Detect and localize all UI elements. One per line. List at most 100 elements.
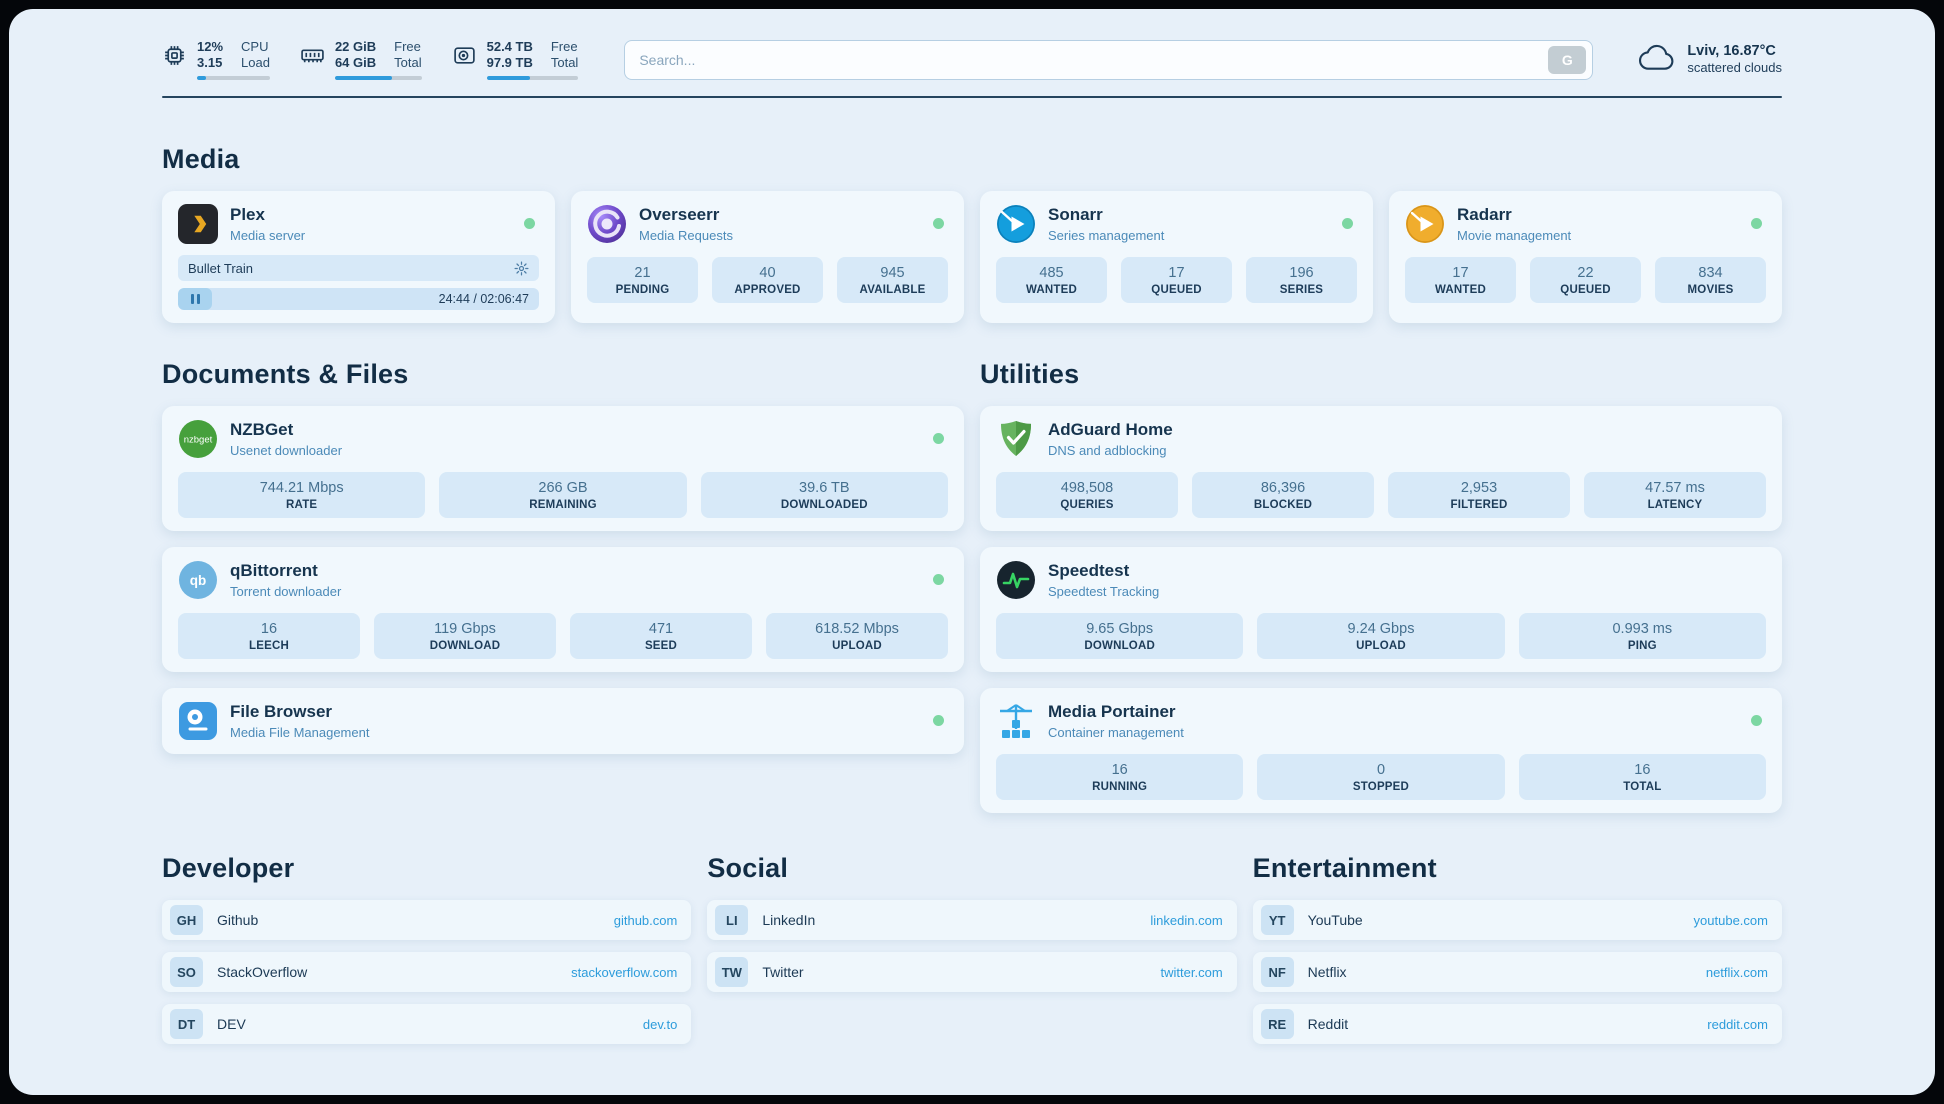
bookmark-netflix[interactable]: NF Netflix netflix.com bbox=[1252, 952, 1782, 992]
stat-queued: 22 QUEUED bbox=[1530, 257, 1641, 303]
speedtest-card[interactable]: Speedtest Speedtest Tracking 9.65 Gbps D… bbox=[980, 547, 1782, 672]
stat-label: RUNNING bbox=[1092, 781, 1148, 793]
cpu-stat-body: 12% CPU 3.15 Load bbox=[197, 39, 270, 80]
cpu-progress-bar bbox=[197, 76, 270, 80]
stats-row: 9.65 Gbps DOWNLOAD 9.24 Gbps UPLOAD 0.99… bbox=[996, 613, 1766, 659]
cpu-stat: 12% CPU 3.15 Load bbox=[162, 39, 270, 80]
gear-icon[interactable] bbox=[514, 261, 529, 276]
bookmark-abbr: LI bbox=[715, 905, 749, 935]
now-playing-row: Bullet Train bbox=[178, 255, 539, 281]
filebrowser-card-header: File Browser Media File Management bbox=[178, 701, 948, 741]
app-name: Overseerr bbox=[639, 205, 720, 224]
overseerr-text: Overseerr Media Requests bbox=[639, 205, 733, 243]
playback-progress-bar[interactable]: 24:44 / 02:06:47 bbox=[178, 288, 539, 310]
stat-download: 9.65 Gbps DOWNLOAD bbox=[996, 613, 1244, 659]
app-name: Plex bbox=[230, 205, 265, 224]
stat-label: DOWNLOAD bbox=[1084, 640, 1155, 652]
nzbget-card[interactable]: nzbget NZBGet Usenet downloader 744.21 M… bbox=[162, 406, 964, 531]
stat-upload: 618.52 Mbps UPLOAD bbox=[766, 613, 948, 659]
stat-label: UPLOAD bbox=[832, 640, 882, 652]
bookmark-url: linkedin.com bbox=[1150, 912, 1223, 928]
nzbget-text: NZBGet Usenet downloader bbox=[230, 420, 342, 458]
qbittorrent-text: qBittorrent Torrent downloader bbox=[230, 561, 341, 599]
bookmark-youtube[interactable]: YT YouTube youtube.com bbox=[1252, 900, 1782, 940]
bookmark-name: Github bbox=[217, 912, 259, 928]
bookmark-url: dev.to bbox=[642, 1016, 678, 1032]
bookmark-name: LinkedIn bbox=[762, 912, 816, 928]
documents-column: Documents & Files nzbget NZBGet Usenet d… bbox=[162, 359, 964, 754]
stat-value: 266 GB bbox=[538, 480, 588, 496]
stat-rate: 744.21 Mbps RATE bbox=[178, 472, 426, 518]
bookmark-name: YouTube bbox=[1307, 912, 1363, 928]
qbittorrent-card[interactable]: qb qBittorrent Torrent downloader 16 LEE… bbox=[162, 547, 964, 672]
search-bar[interactable]: G bbox=[624, 39, 1594, 80]
bookmark-dev[interactable]: DT DEV dev.to bbox=[162, 1004, 692, 1044]
status-online-dot bbox=[1342, 218, 1353, 229]
playback-progress-fill[interactable] bbox=[178, 288, 212, 310]
plex-text: Plex Media server bbox=[230, 205, 305, 243]
bookmark-github[interactable]: GH Github github.com bbox=[162, 900, 692, 940]
stat-latency: 47.57 ms LATENCY bbox=[1584, 472, 1766, 518]
disk-free-label: Free bbox=[550, 39, 578, 54]
bookmark-abbr: TW bbox=[715, 957, 749, 987]
stat-value: 119 Gbps bbox=[434, 621, 496, 637]
app-name: Radarr bbox=[1457, 205, 1512, 224]
filebrowser-card[interactable]: File Browser Media File Management bbox=[162, 688, 964, 754]
qbittorrent-card-header: qb qBittorrent Torrent downloader bbox=[178, 560, 948, 600]
stat-value: 485 bbox=[1039, 265, 1064, 281]
content-container: 12% CPU 3.15 Load 22 GiB bbox=[162, 9, 1782, 1080]
bookmark-url: reddit.com bbox=[1707, 1016, 1768, 1032]
bookmarks-developer: Developer GH Github github.com SO StackO… bbox=[162, 853, 692, 1056]
stat-value: 9.24 Gbps bbox=[1347, 621, 1415, 637]
disk-free-value: 52.4 TB bbox=[486, 39, 533, 54]
stat-label: SEED bbox=[644, 640, 678, 652]
cpu-usage-value: 12% bbox=[197, 39, 224, 54]
bookmark-reddit[interactable]: RE Reddit reddit.com bbox=[1252, 1004, 1782, 1044]
adguard-card[interactable]: AdGuard Home DNS and adblocking 498,508 … bbox=[980, 406, 1782, 531]
section-title-media: Media bbox=[162, 144, 240, 174]
stat-leech: 16 LEECH bbox=[178, 613, 360, 659]
middle-grid: Documents & Files nzbget NZBGet Usenet d… bbox=[162, 359, 1782, 813]
ram-stat-body: 22 GiB Free 64 GiB Total bbox=[334, 39, 422, 80]
bookmark-stackoverflow[interactable]: SO StackOverflow stackoverflow.com bbox=[162, 952, 692, 992]
stats-row: 16 LEECH 119 Gbps DOWNLOAD 471 SEED 61 bbox=[178, 613, 948, 659]
bookmark-linkedin[interactable]: LI LinkedIn linkedin.com bbox=[707, 900, 1237, 940]
ram-stat: 22 GiB Free 64 GiB Total bbox=[300, 39, 422, 80]
section-title-social: Social bbox=[707, 853, 789, 883]
stats-row: 498,508 QUERIES 86,396 BLOCKED 2,953 FIL… bbox=[996, 472, 1766, 518]
stat-value: 196 bbox=[1289, 265, 1314, 281]
app-subtitle: Torrent downloader bbox=[230, 584, 342, 599]
disk-stat: 52.4 TB Free 97.9 TB Total bbox=[452, 39, 579, 80]
playback-time: 24:44 / 02:06:47 bbox=[438, 292, 529, 306]
ram-total-value: 64 GiB bbox=[334, 55, 377, 70]
bookmark-abbr: DT bbox=[170, 1009, 203, 1039]
filebrowser-icon bbox=[178, 701, 218, 741]
stat-wanted: 485 WANTED bbox=[996, 257, 1107, 303]
portainer-card[interactable]: Media Portainer Container management 16 … bbox=[980, 688, 1782, 813]
weather-location: Lviv, 16.87°C bbox=[1687, 43, 1776, 60]
app-subtitle: Container management bbox=[1048, 725, 1184, 740]
disk-stat-body: 52.4 TB Free 97.9 TB Total bbox=[486, 39, 579, 80]
stat-value: 16 bbox=[1111, 762, 1128, 778]
stat-value: 47.57 ms bbox=[1645, 480, 1705, 496]
bookmark-name: DEV bbox=[217, 1016, 246, 1032]
radarr-card[interactable]: Radarr Movie management 17 WANTED 22 QUE… bbox=[1389, 191, 1782, 323]
app-name: Media Portainer bbox=[1048, 702, 1176, 721]
sonarr-card[interactable]: Sonarr Series management 485 WANTED 17 Q… bbox=[980, 191, 1373, 323]
disk-icon bbox=[452, 39, 477, 68]
nzbget-card-header: nzbget NZBGet Usenet downloader bbox=[178, 419, 948, 459]
adguard-card-header: AdGuard Home DNS and adblocking bbox=[996, 419, 1766, 459]
overseerr-card[interactable]: Overseerr Media Requests 21 PENDING 40 A… bbox=[571, 191, 964, 323]
plex-card[interactable]: Plex Media server Bullet Train 24:44 / 0 bbox=[162, 191, 555, 323]
bookmark-twitter[interactable]: TW Twitter twitter.com bbox=[707, 952, 1237, 992]
search-input[interactable] bbox=[639, 51, 1549, 68]
weather-widget: Lviv, 16.87°C scattered clouds bbox=[1639, 42, 1782, 76]
stat-value: 2,953 bbox=[1460, 480, 1498, 496]
disk-progress-bar bbox=[486, 76, 579, 80]
stat-value: 618.52 Mbps bbox=[815, 621, 899, 637]
app-name: qBittorrent bbox=[230, 561, 318, 580]
search-engine-button[interactable]: G bbox=[1548, 45, 1587, 74]
dashboard-page: 12% CPU 3.15 Load 22 GiB bbox=[9, 9, 1935, 1095]
bookmark-name: Reddit bbox=[1307, 1016, 1349, 1032]
portainer-card-header: Media Portainer Container management bbox=[996, 701, 1766, 741]
